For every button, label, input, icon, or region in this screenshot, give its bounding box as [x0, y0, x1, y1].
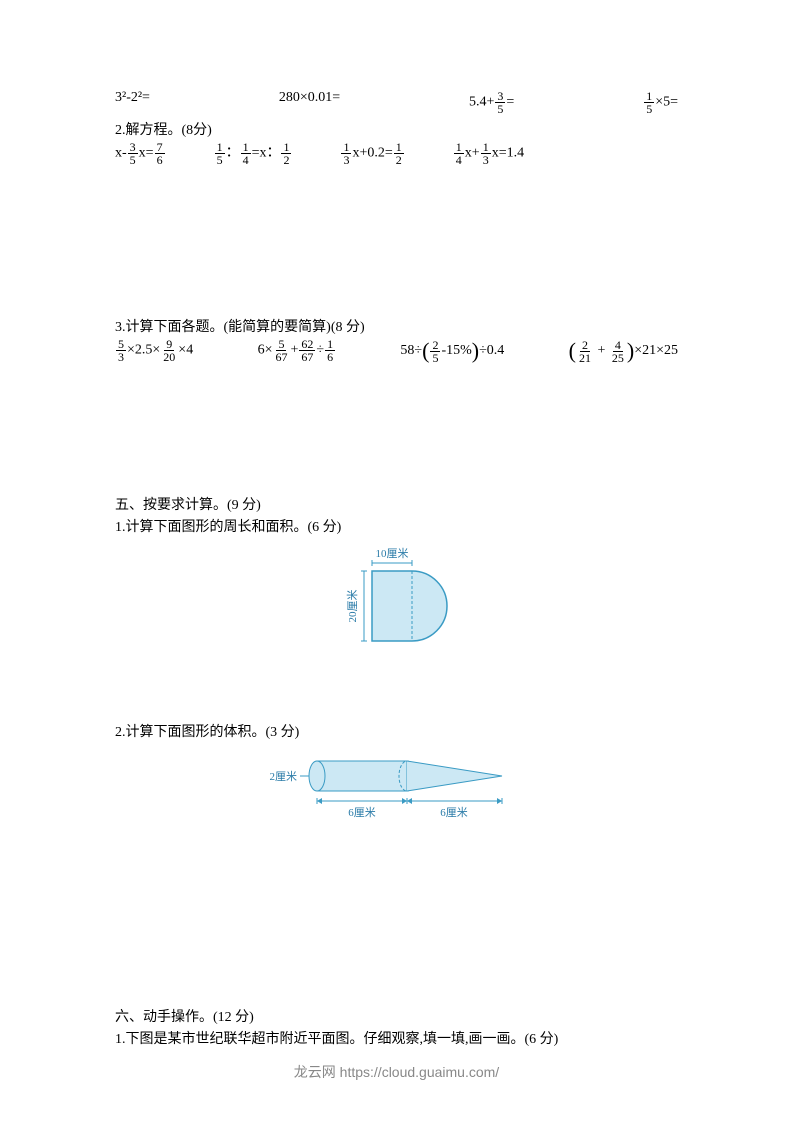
- frac: 25: [430, 339, 440, 364]
- frac: 15: [215, 141, 225, 166]
- frac: 15: [644, 90, 654, 115]
- frac: 221: [577, 339, 593, 364]
- cylinder-left: [309, 761, 325, 791]
- frac: 35: [128, 141, 138, 166]
- frac: 567: [273, 338, 289, 363]
- arithmetic-row: 3²-2²= 280×0.01= 5.4+35= 15×5=: [115, 90, 678, 115]
- cone: [407, 761, 502, 791]
- expression: (221 + 425)×21×25: [569, 338, 678, 364]
- frac: 14: [454, 141, 464, 166]
- cylinder-cone-figure: 2厘米 6厘米 6厘米: [267, 746, 527, 826]
- expr-2: 280×0.01=: [279, 90, 340, 115]
- height-label: 20厘米: [346, 590, 359, 623]
- s6-heading: 六、动手操作。(12 分): [115, 1006, 678, 1026]
- footer-text: 龙云网 https://cloud.guaimu.com/: [0, 1062, 793, 1082]
- q3-heading: 3.计算下面各题。(能简算的要简算)(8 分): [115, 316, 678, 336]
- frac: 13: [341, 141, 351, 166]
- frac: 6267: [299, 338, 315, 363]
- expression: 14x+13x=1.4: [453, 141, 524, 166]
- frac: 14: [241, 141, 251, 166]
- expr-3-prefix: 5.4+: [469, 95, 494, 110]
- s5-q2-heading: 2.计算下面图形的体积。(3 分): [115, 721, 678, 741]
- frac: 76: [155, 141, 165, 166]
- frac: 35: [495, 90, 505, 115]
- figure-1-container: 10厘米 20厘米: [115, 541, 678, 651]
- expression: 15：14=x：12: [214, 141, 293, 166]
- expression: 53×2.5×920×4: [115, 338, 193, 364]
- cylinder-body: [317, 761, 407, 791]
- frac: 16: [325, 338, 335, 363]
- expression: x-35x=76: [115, 141, 166, 166]
- frac: 12: [394, 141, 404, 166]
- q3-row: 53×2.5×920×4 6×567+6267÷16 58÷(25-15%)÷0.4…: [115, 338, 678, 364]
- frac: 425: [610, 339, 626, 364]
- radius-label: 2厘米: [269, 770, 297, 783]
- width-label: 10厘米: [375, 547, 408, 560]
- len1-label: 6厘米: [348, 806, 376, 819]
- expression: 6×567+6267÷16: [258, 338, 337, 364]
- q2-heading: 2.解方程。(8分): [115, 119, 678, 139]
- expr-4: 15×5=: [643, 90, 678, 115]
- expr-3: 5.4+35=: [469, 90, 514, 115]
- frac: 53: [116, 338, 126, 363]
- frac: 12: [281, 141, 291, 166]
- expression: 58÷(25-15%)÷0.4: [400, 338, 504, 364]
- s6-q1: 1.下图是某市世纪联华超市附近平面图。仔细观察,填一填,画一画。(6 分): [115, 1028, 678, 1048]
- len2-label: 6厘米: [440, 806, 468, 819]
- expression: 13x+0.2=12: [340, 141, 404, 166]
- stadium-shape: [372, 571, 447, 641]
- equations-row: x-35x=76 15：14=x：12 13x+0.2=12 14x+13x=1.4: [115, 141, 678, 166]
- expr-1: 3²-2²=: [115, 90, 150, 115]
- frac: 13: [481, 141, 491, 166]
- s5-heading: 五、按要求计算。(9 分): [115, 494, 678, 514]
- frac: 920: [161, 338, 177, 363]
- figure-2-container: 2厘米 6厘米 6厘米: [115, 746, 678, 826]
- s5-q1-heading: 1.计算下面图形的周长和面积。(6 分): [115, 516, 678, 536]
- stadium-shape-figure: 10厘米 20厘米: [332, 541, 462, 651]
